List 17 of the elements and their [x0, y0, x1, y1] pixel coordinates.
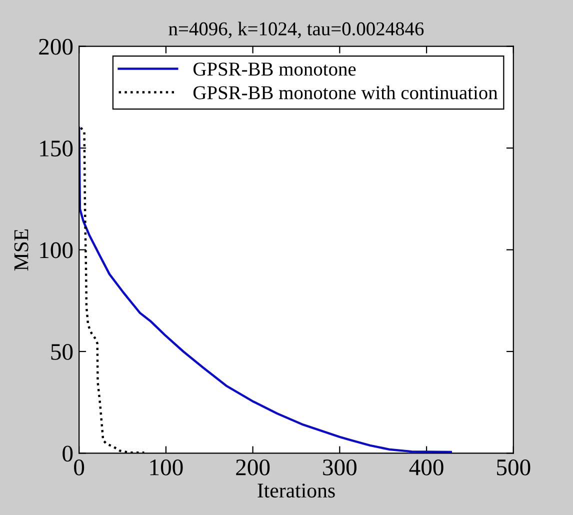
- y-tick-label: 100: [40, 242, 73, 258]
- x-tick-label: 300: [323, 459, 356, 476]
- chart-title: n=4096, k=1024, tau=0.0024846: [168, 22, 424, 38]
- x-tick-label: 400: [409, 459, 444, 476]
- legend-label: GPSR-BB monotone with continuation: [193, 86, 498, 100]
- legend-label: GPSR-BB monotone: [193, 62, 356, 76]
- y-tick-label: 50: [51, 344, 73, 360]
- x-tick-label: 0: [74, 459, 84, 476]
- y-tick-label: 200: [39, 38, 73, 55]
- y-axis-title: MSE: [14, 229, 28, 271]
- line-series: [79, 126, 452, 454]
- y-tick-label: 150: [40, 140, 73, 156]
- y-tick-label: 0: [62, 446, 73, 462]
- x-tick-label: 500: [497, 459, 530, 476]
- x-tick-label: 100: [150, 459, 183, 476]
- x-tick-label: 200: [236, 459, 270, 476]
- x-axis-title: Iterations: [258, 484, 335, 498]
